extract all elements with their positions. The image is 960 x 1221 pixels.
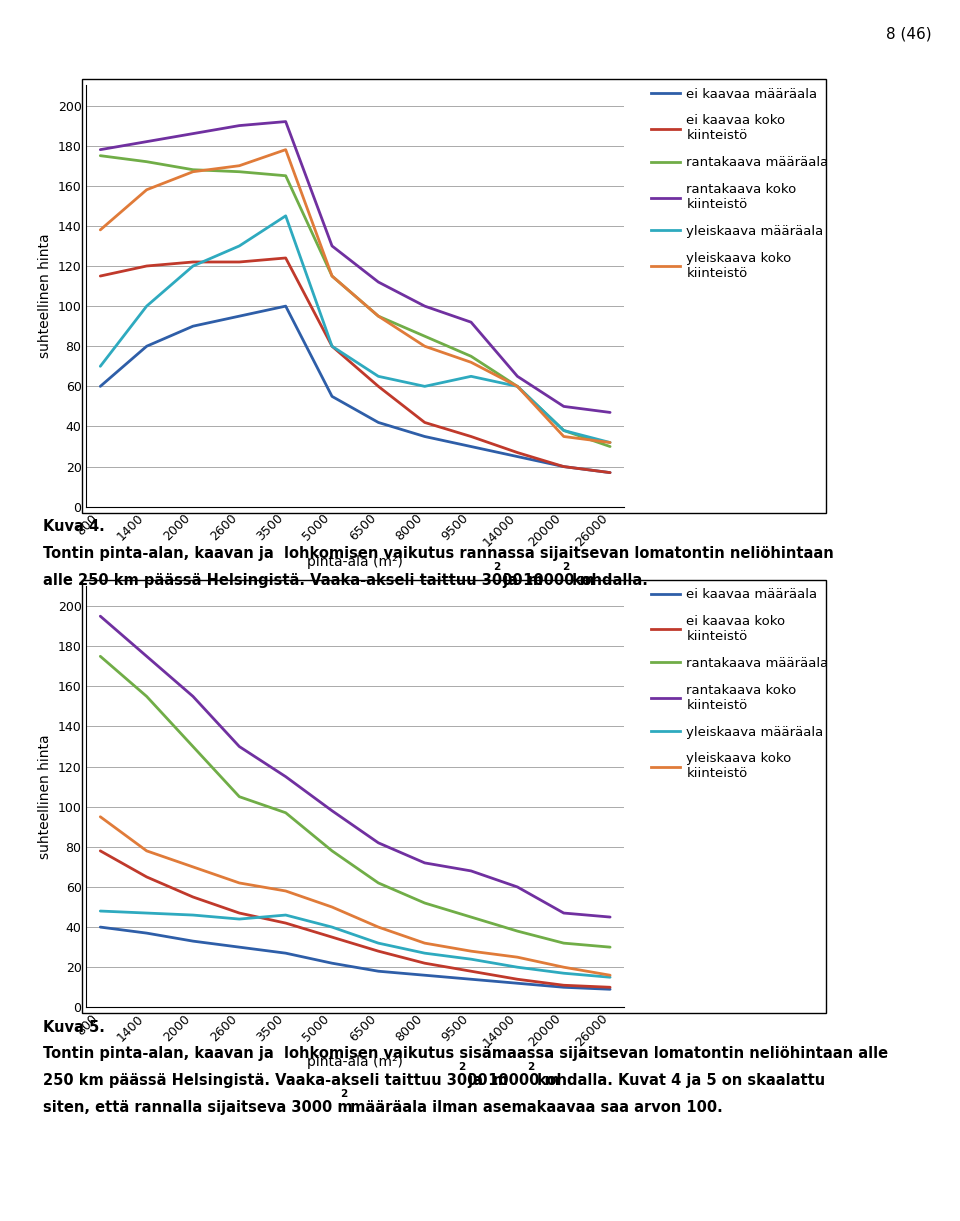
Text: Tontin pinta-alan, kaavan ja  lohkomisen vaikutus sisämaassa sijaitsevan lomaton: Tontin pinta-alan, kaavan ja lohkomisen … bbox=[43, 1046, 888, 1061]
Legend: ei kaavaa määräala, ei kaavaa koko
kiinteistö, rantakaava määräala, rantakaava k: ei kaavaa määräala, ei kaavaa koko kiint… bbox=[647, 84, 832, 283]
Y-axis label: suhteellinen hinta: suhteellinen hinta bbox=[38, 734, 52, 860]
Text: 250 km päässä Helsingistä. Vaaka-akseli taittuu 3000 m: 250 km päässä Helsingistä. Vaaka-akseli … bbox=[43, 1073, 508, 1088]
Text: Kuva 4.: Kuva 4. bbox=[43, 519, 105, 534]
Text: 2: 2 bbox=[458, 1062, 466, 1072]
Text: 2: 2 bbox=[563, 562, 570, 571]
Text: kohdalla. Kuvat 4 ja 5 on skaalattu: kohdalla. Kuvat 4 ja 5 on skaalattu bbox=[532, 1073, 825, 1088]
X-axis label: pinta-ala (m²): pinta-ala (m²) bbox=[307, 1055, 403, 1070]
Text: ja 10000 m: ja 10000 m bbox=[498, 573, 595, 587]
Text: 8 (46): 8 (46) bbox=[885, 27, 931, 42]
Text: määräala ilman asemakaavaa saa arvon 100.: määräala ilman asemakaavaa saa arvon 100… bbox=[345, 1100, 722, 1115]
Text: Kuva 5.: Kuva 5. bbox=[43, 1020, 105, 1034]
Text: kohdalla.: kohdalla. bbox=[567, 573, 648, 587]
Text: 2: 2 bbox=[527, 1062, 535, 1072]
Text: 2: 2 bbox=[340, 1089, 348, 1099]
Text: siten, että rannalla sijaitseva 3000 m: siten, että rannalla sijaitseva 3000 m bbox=[43, 1100, 353, 1115]
Legend: ei kaavaa määräala, ei kaavaa koko
kiinteistö, rantakaava määräala, rantakaava k: ei kaavaa määräala, ei kaavaa koko kiint… bbox=[647, 585, 832, 784]
X-axis label: pinta-ala (m²): pinta-ala (m²) bbox=[307, 554, 403, 569]
Y-axis label: suhteellinen hinta: suhteellinen hinta bbox=[38, 233, 52, 359]
Text: alle 250 km päässä Helsingistä. Vaaka-akseli taittuu 3000 m: alle 250 km päässä Helsingistä. Vaaka-ak… bbox=[43, 573, 543, 587]
Text: ja 10000 m: ja 10000 m bbox=[463, 1073, 560, 1088]
Text: 2: 2 bbox=[493, 562, 501, 571]
Text: Tontin pinta-alan, kaavan ja  lohkomisen vaikutus rannassa sijaitsevan lomatonti: Tontin pinta-alan, kaavan ja lohkomisen … bbox=[43, 546, 834, 560]
